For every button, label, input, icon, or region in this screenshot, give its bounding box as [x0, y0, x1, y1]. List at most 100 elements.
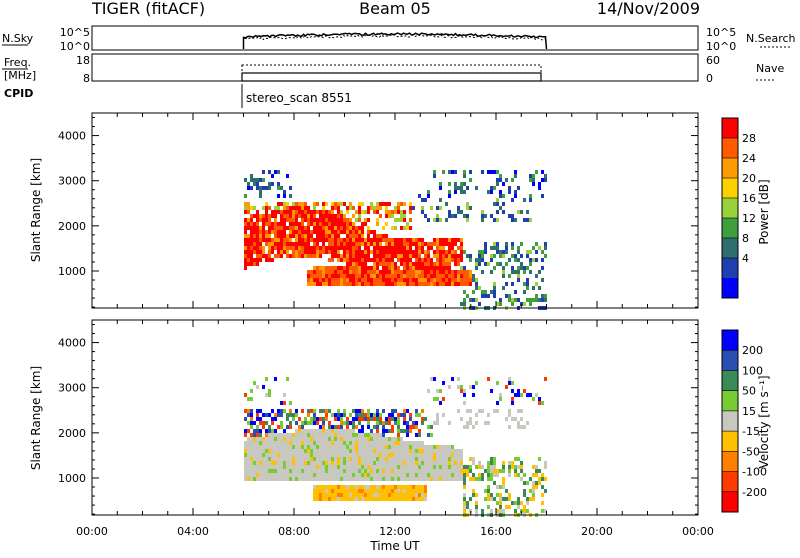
heatmap-cell [331, 250, 334, 254]
heatmap-cell [250, 421, 253, 425]
heatmap-cell [514, 465, 517, 469]
heatmap-cell [454, 242, 457, 246]
heatmap-cell [403, 242, 406, 246]
heatmap-cell [466, 274, 469, 278]
heatmap-cell [436, 473, 439, 477]
heatmap-cell [352, 441, 355, 445]
heatmap-cell [265, 477, 268, 481]
heatmap-cell [295, 254, 298, 258]
heatmap-cell [403, 461, 406, 465]
heatmap-cell [514, 393, 517, 397]
heatmap-cell [436, 477, 439, 481]
heatmap-cell [313, 210, 316, 214]
heatmap-cell [361, 489, 364, 493]
heatmap-cell [487, 477, 490, 481]
heatmap-cell [433, 278, 436, 282]
heatmap-cell [286, 174, 289, 178]
heatmap-cell [433, 469, 436, 473]
heatmap-cell [463, 497, 466, 501]
heatmap-cell [487, 469, 490, 473]
heatmap-cell [541, 485, 544, 489]
heatmap-cell [388, 210, 391, 214]
heatmap-cell [298, 206, 301, 210]
heatmap-cell [367, 441, 370, 445]
heatmap-cell [499, 485, 502, 489]
heatmap-cell [247, 254, 250, 258]
heatmap-cell [307, 445, 310, 449]
heatmap-cell [397, 254, 400, 258]
heatmap-cell [496, 218, 499, 222]
heatmap-cell [355, 262, 358, 266]
heatmap-cell [502, 266, 505, 270]
heatmap-cell [367, 282, 370, 286]
heatmap-cell [421, 465, 424, 469]
heatmap-cell [325, 214, 328, 218]
heatmap-cell [445, 445, 448, 449]
heatmap-cell [334, 441, 337, 445]
heatmap-cell [292, 449, 295, 453]
heatmap-cell [463, 290, 466, 294]
heatmap-cell [298, 433, 301, 437]
heatmap-cell [337, 242, 340, 246]
heatmap-cell [355, 210, 358, 214]
heatmap-cell [373, 469, 376, 473]
heatmap-cell [400, 477, 403, 481]
heatmap-cell [535, 481, 538, 485]
heatmap-cell [280, 449, 283, 453]
heatmap-cell [418, 194, 421, 198]
heatmap-cell [400, 278, 403, 282]
heatmap-cell [364, 433, 367, 437]
heatmap-cell [277, 409, 280, 413]
heatmap-cell [487, 294, 490, 298]
heatmap-cell [322, 226, 325, 230]
heatmap-cell [403, 485, 406, 489]
heatmap-cell [415, 477, 418, 481]
heatmap-cell [340, 489, 343, 493]
heatmap-cell [358, 485, 361, 489]
heatmap-cell [283, 222, 286, 226]
power-heatmap [244, 170, 547, 310]
heatmap-cell [316, 210, 319, 214]
heatmap-cell [409, 262, 412, 266]
heatmap-cell [253, 441, 256, 445]
heatmap-cell [526, 421, 529, 425]
heatmap-cell [361, 469, 364, 473]
heatmap-cell [313, 445, 316, 449]
heatmap-cell [292, 222, 295, 226]
heatmap-cell [511, 381, 514, 385]
heatmap-cell [367, 250, 370, 254]
heatmap-cell [376, 266, 379, 270]
heatmap-cell [283, 477, 286, 481]
colorbar-segment [722, 218, 738, 239]
heatmap-cell [280, 441, 283, 445]
heatmap-cell [307, 218, 310, 222]
heatmap-cell [454, 214, 457, 218]
heatmap-cell [331, 497, 334, 501]
heatmap-cell [292, 242, 295, 246]
heatmap-cell [529, 262, 532, 266]
heatmap-cell [382, 469, 385, 473]
heatmap-cell [295, 465, 298, 469]
heatmap-cell [334, 282, 337, 286]
heatmap-cell [379, 441, 382, 445]
heatmap-cell [316, 445, 319, 449]
heatmap-cell [511, 270, 514, 274]
heatmap-cell [427, 457, 430, 461]
heatmap-cell [451, 453, 454, 457]
heatmap-cell [490, 270, 493, 274]
heatmap-cell [418, 250, 421, 254]
heatmap-cell [298, 437, 301, 441]
heatmap-cell [244, 250, 247, 254]
heatmap-cell [418, 469, 421, 473]
heatmap-cell [349, 437, 352, 441]
heatmap-cell [277, 210, 280, 214]
heatmap-cell [406, 453, 409, 457]
heatmap-cell [397, 445, 400, 449]
heatmap-cell [424, 214, 427, 218]
heatmap-cell [346, 282, 349, 286]
heatmap-cell [244, 441, 247, 445]
heatmap-cell [337, 413, 340, 417]
heatmap-cell [478, 286, 481, 290]
heatmap-cell [265, 230, 268, 234]
heatmap-cell [385, 485, 388, 489]
